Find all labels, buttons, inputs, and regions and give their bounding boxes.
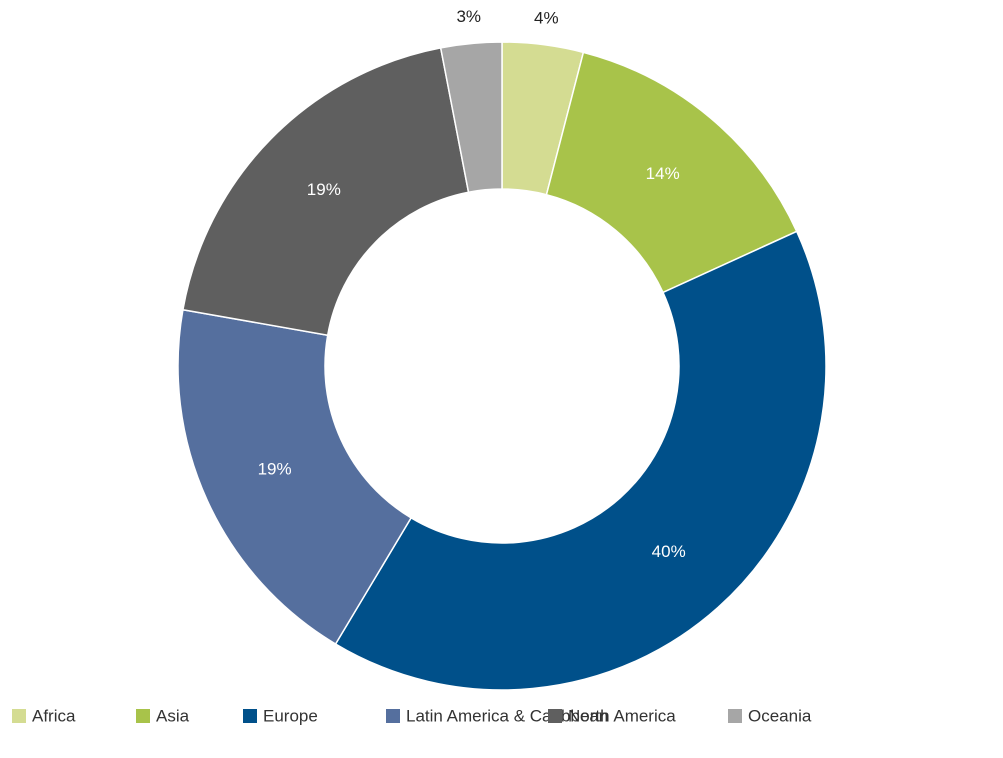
slice bbox=[545, 51, 798, 294]
legend-swatch bbox=[386, 709, 400, 723]
legend-swatch bbox=[12, 709, 26, 723]
data-label: 3% bbox=[456, 7, 481, 26]
legend-swatch bbox=[728, 709, 742, 723]
data-label: 40% bbox=[652, 542, 686, 561]
legend-label: North America bbox=[568, 706, 676, 725]
slice bbox=[439, 41, 503, 194]
legend-swatch bbox=[243, 709, 257, 723]
legend-swatch bbox=[136, 709, 150, 723]
legend-label: Europe bbox=[263, 706, 318, 725]
legend-label: Oceania bbox=[748, 706, 812, 725]
legend-label: Africa bbox=[32, 706, 76, 725]
data-label: 4% bbox=[534, 8, 559, 27]
legend-swatch bbox=[548, 709, 562, 723]
slice bbox=[182, 46, 470, 337]
data-label: 19% bbox=[258, 459, 292, 478]
legend-label: Asia bbox=[156, 706, 190, 725]
slice bbox=[177, 308, 413, 646]
data-label: 19% bbox=[307, 180, 341, 199]
slice bbox=[334, 230, 827, 691]
data-label: 14% bbox=[646, 164, 680, 183]
